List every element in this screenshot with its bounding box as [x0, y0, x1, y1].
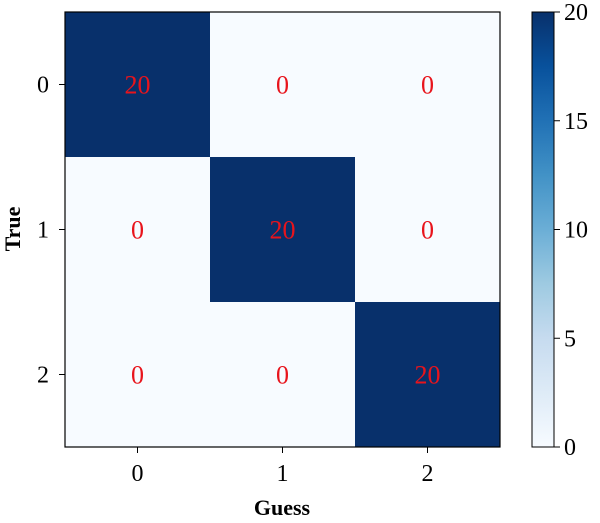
x-axis-title: Guess — [254, 495, 311, 520]
cell-value-label: 0 — [131, 216, 144, 245]
y-axis-ticks: 0 1 2 — [37, 73, 65, 389]
colorbar-tick-label: 0 — [564, 435, 576, 461]
cell-value-label: 20 — [415, 361, 441, 390]
colorbar-tick-label: 20 — [564, 0, 588, 26]
cell-value-label: 0 — [421, 216, 434, 245]
heatmap-cell — [355, 157, 500, 302]
heatmap-cell — [210, 302, 355, 447]
heatmap-cell — [355, 302, 500, 447]
colorbar — [531, 11, 555, 448]
heatmap-cell — [65, 12, 210, 157]
y-tick-label: 2 — [37, 363, 49, 389]
cell-value-label: 0 — [131, 361, 144, 390]
heatmap-cell — [65, 302, 210, 447]
x-tick-label: 2 — [422, 461, 434, 487]
cell-value-label: 20 — [270, 216, 296, 245]
cell-value-label: 0 — [276, 71, 289, 100]
x-tick-label: 1 — [277, 461, 289, 487]
cell-value-label: 20 — [125, 71, 151, 100]
heatmap-cell — [210, 12, 355, 157]
cell-value-label: 0 — [276, 361, 289, 390]
y-tick-label: 0 — [37, 73, 49, 99]
x-tick-label: 0 — [132, 461, 144, 487]
colorbar-tick-label: 10 — [564, 218, 588, 244]
heatmap-cells — [65, 12, 500, 447]
colorbar-ticks: 0 5 10 15 20 — [554, 0, 588, 461]
colorbar-tick-label: 5 — [564, 326, 576, 352]
heatmap-cell — [355, 12, 500, 157]
y-tick-label: 1 — [37, 218, 49, 244]
heatmap-cell — [65, 157, 210, 302]
heatmap-cell — [210, 157, 355, 302]
colorbar-tick-label: 15 — [564, 109, 588, 135]
y-axis-title: True — [0, 206, 25, 251]
heatmap-cell-labels: 20 0 0 0 20 0 0 0 20 — [125, 71, 441, 390]
cell-value-label: 0 — [421, 71, 434, 100]
x-axis-ticks: 0 1 2 — [132, 447, 434, 487]
